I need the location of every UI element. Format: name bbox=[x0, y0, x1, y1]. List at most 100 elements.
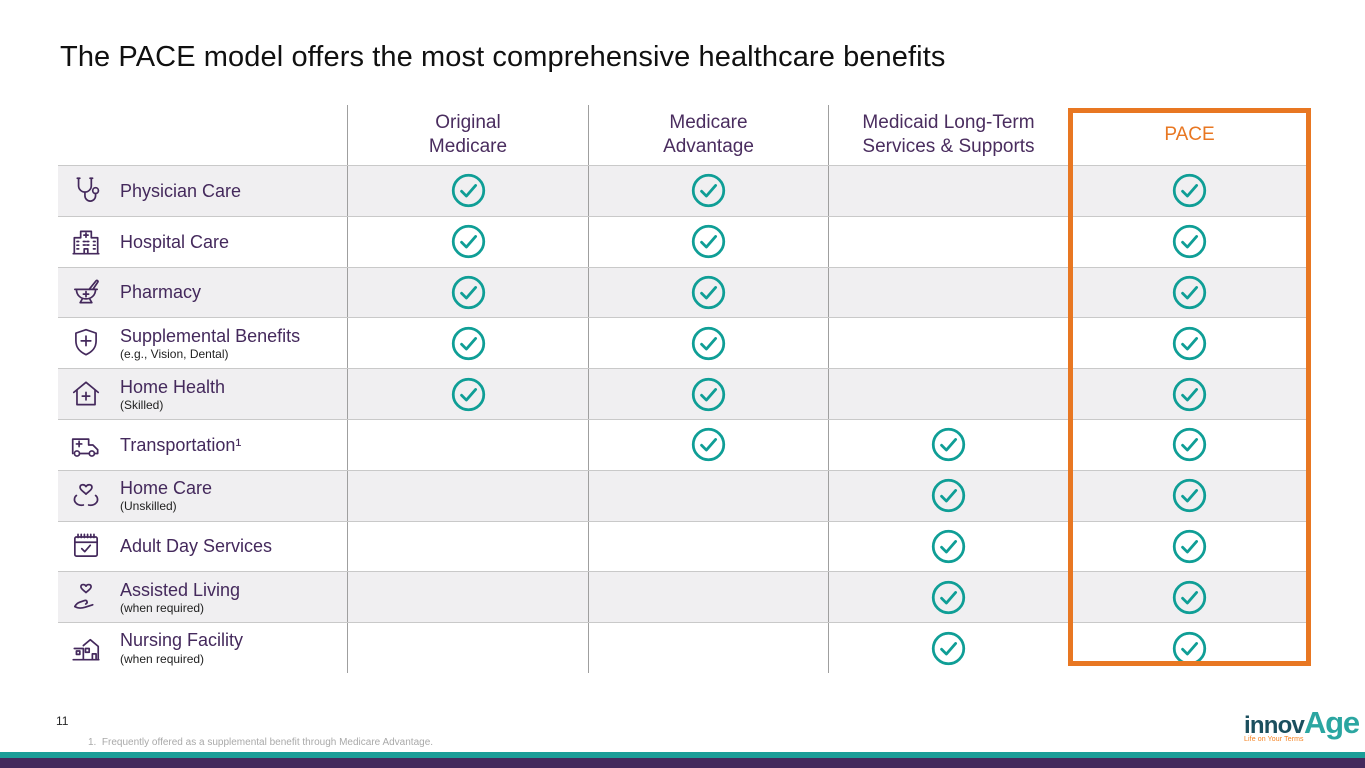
row-label: Physician Care bbox=[120, 180, 242, 201]
benefit-cell bbox=[828, 419, 1068, 470]
check-circle-icon bbox=[1171, 579, 1208, 616]
column-header-medicare-advantage: Medicare Advantage bbox=[588, 105, 828, 165]
check-circle-icon bbox=[450, 325, 487, 362]
benefit-cell bbox=[1068, 217, 1311, 267]
table-row: Hospital Care bbox=[58, 215, 1311, 267]
check-circle-icon bbox=[450, 223, 487, 260]
row-label: Supplemental Benefits bbox=[120, 325, 301, 346]
row-header-cell: Pharmacy bbox=[58, 268, 347, 318]
check-circle-icon bbox=[450, 376, 487, 413]
benefit-cell bbox=[1068, 369, 1311, 419]
benefit-cell bbox=[828, 216, 1068, 267]
check-circle-icon bbox=[690, 172, 727, 209]
logo-tagline: Life on Your Terms bbox=[1244, 736, 1304, 743]
benefit-cell bbox=[347, 623, 588, 673]
benefit-cell bbox=[828, 521, 1068, 572]
check-circle-icon bbox=[450, 172, 487, 209]
benefit-cell bbox=[828, 166, 1068, 216]
logo-text-age: Age bbox=[1304, 705, 1360, 740]
check-circle-icon bbox=[690, 426, 727, 463]
benefit-cell bbox=[588, 216, 828, 267]
benefit-cell bbox=[1068, 268, 1311, 318]
footnote: 1. Frequently offered as a supplemental … bbox=[88, 737, 434, 748]
benefit-cell bbox=[588, 419, 828, 470]
header-spacer-cell bbox=[58, 105, 347, 165]
pharmacy-icon bbox=[68, 274, 104, 310]
check-circle-icon bbox=[1171, 630, 1208, 667]
check-circle-icon bbox=[1171, 172, 1208, 209]
hospital-icon bbox=[68, 224, 104, 260]
row-header-cell: Home Health (Skilled) bbox=[58, 369, 347, 419]
row-sublabel: (e.g., Vision, Dental) bbox=[120, 346, 229, 361]
benefit-cell bbox=[588, 623, 828, 673]
table-row: Home Care (Unskilled) bbox=[58, 469, 1311, 521]
benefit-cell bbox=[347, 216, 588, 267]
table-row: Pharmacy bbox=[58, 266, 1311, 318]
bottom-bar-purple bbox=[0, 758, 1365, 768]
benefit-cell bbox=[347, 419, 588, 470]
benefit-cell bbox=[1068, 471, 1311, 521]
check-circle-icon bbox=[690, 223, 727, 260]
row-header-cell: Home Care (Unskilled) bbox=[58, 471, 347, 521]
benefit-cell bbox=[347, 521, 588, 572]
check-circle-icon bbox=[1171, 528, 1208, 565]
table-row: Nursing Facility (when required) bbox=[58, 622, 1311, 673]
house-medical-icon bbox=[68, 376, 104, 412]
table-row: Physician Care bbox=[58, 165, 1311, 216]
column-header-pace: PACE bbox=[1164, 124, 1215, 146]
benefit-cell bbox=[1068, 623, 1311, 673]
row-header-cell: Supplemental Benefits (e.g., Vision, Dent… bbox=[58, 318, 347, 368]
check-circle-icon bbox=[930, 477, 967, 514]
table-body: Physician Care Hospital Care Pharmacy Suppl… bbox=[58, 165, 1311, 673]
row-label: Pharmacy bbox=[120, 282, 202, 303]
row-label: Home Care bbox=[120, 478, 213, 499]
row-header-cell: Nursing Facility (when required) bbox=[58, 623, 347, 673]
column-header-original-medicare: Original Medicare bbox=[347, 105, 588, 165]
innovage-logo: innov Age Life on Your Terms bbox=[1244, 705, 1360, 743]
table-header-row: Original Medicare Medicare Advantage Med… bbox=[58, 105, 1311, 165]
page-title: The PACE model offers the most comprehen… bbox=[60, 41, 946, 73]
check-circle-icon bbox=[1171, 223, 1208, 260]
check-circle-icon bbox=[690, 325, 727, 362]
benefit-cell bbox=[347, 470, 588, 521]
check-circle-icon bbox=[930, 426, 967, 463]
stethoscope-icon bbox=[68, 173, 104, 209]
column-header-medicaid-ltss: Medicaid Long-Term Services & Supports bbox=[828, 105, 1068, 165]
benefit-cell bbox=[588, 572, 828, 623]
benefit-cell bbox=[828, 470, 1068, 521]
hand-heart-icon bbox=[68, 579, 104, 615]
benefit-cell bbox=[347, 166, 588, 216]
check-circle-icon bbox=[930, 579, 967, 616]
logo-text-innov: innov bbox=[1244, 712, 1305, 739]
row-label: Hospital Care bbox=[120, 231, 230, 252]
row-header-cell: Adult Day Services bbox=[58, 522, 347, 572]
row-sublabel: (Unskilled) bbox=[120, 499, 177, 514]
row-sublabel: (when required) bbox=[120, 651, 205, 666]
benefit-cell bbox=[588, 521, 828, 572]
benefit-cell bbox=[588, 166, 828, 216]
benefit-cell bbox=[828, 623, 1068, 673]
calendar-check-icon bbox=[68, 528, 104, 564]
row-sublabel: (Skilled) bbox=[120, 397, 164, 412]
benefit-cell bbox=[1068, 318, 1311, 368]
page-number: 11 bbox=[56, 714, 69, 728]
check-circle-icon bbox=[1171, 325, 1208, 362]
row-label: Home Health bbox=[120, 376, 226, 397]
benefit-cell bbox=[828, 267, 1068, 318]
benefit-cell bbox=[347, 318, 588, 369]
bottom-bar-teal bbox=[0, 752, 1365, 758]
row-label: Assisted Living bbox=[120, 579, 241, 600]
row-label: Transportation¹ bbox=[120, 434, 242, 455]
row-header-cell: Transportation¹ bbox=[58, 420, 347, 470]
benefit-cell bbox=[828, 572, 1068, 623]
check-circle-icon bbox=[690, 274, 727, 311]
benefit-cell bbox=[1068, 420, 1311, 470]
benefit-cell bbox=[588, 267, 828, 318]
row-header-cell: Assisted Living (when required) bbox=[58, 572, 347, 622]
table-row: Adult Day Services bbox=[58, 520, 1311, 572]
benefit-cell bbox=[347, 267, 588, 318]
table-row: Assisted Living (when required) bbox=[58, 571, 1311, 623]
ambulance-icon bbox=[68, 427, 104, 463]
benefit-cell bbox=[1068, 166, 1311, 216]
